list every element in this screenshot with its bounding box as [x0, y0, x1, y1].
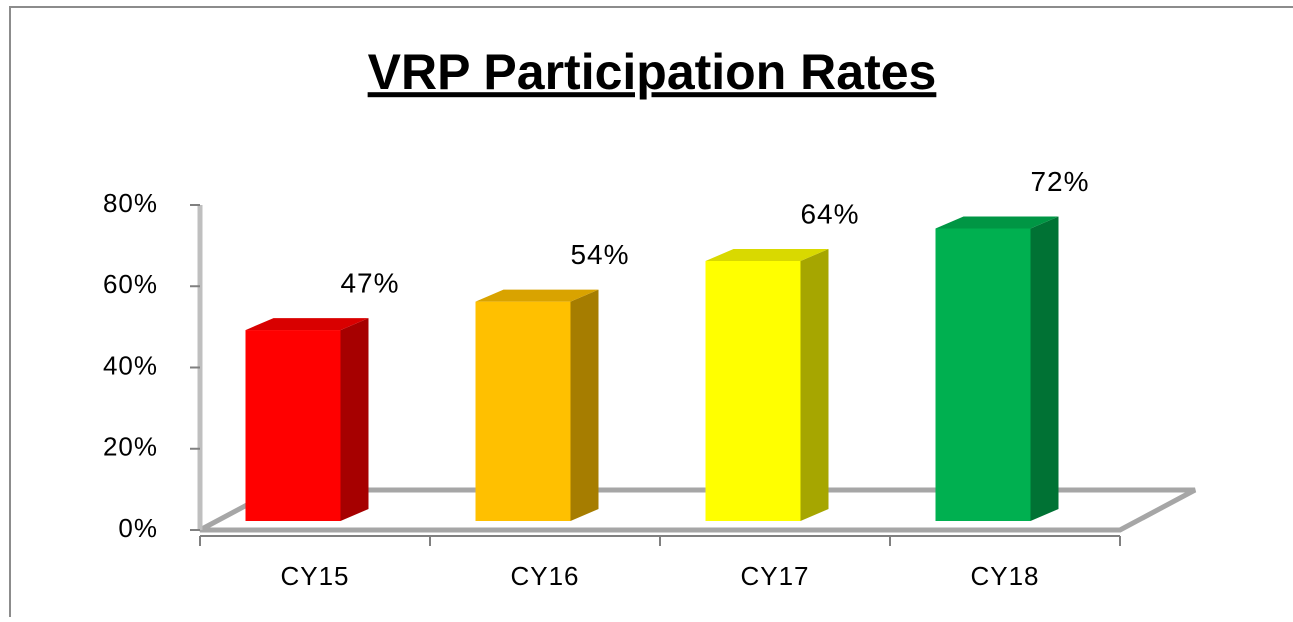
bar-side	[1030, 216, 1059, 521]
bar	[245, 330, 341, 521]
chart-frame	[9, 6, 1293, 622]
bar	[705, 261, 801, 521]
bar-side	[340, 318, 369, 521]
y-tick-label: 40%	[103, 350, 158, 380]
value-label: 64%	[800, 198, 859, 229]
x-tick-label: CY16	[510, 561, 579, 591]
bar-top	[705, 249, 829, 261]
bar-side	[570, 289, 599, 521]
bar	[475, 301, 571, 521]
chart-title: VRP Participation Rates	[368, 44, 937, 100]
bar-top	[245, 318, 369, 331]
y-tick-label: 60%	[103, 269, 158, 299]
value-label: 72%	[1030, 166, 1089, 197]
value-label: 47%	[340, 267, 399, 298]
value-label: 54%	[570, 239, 629, 270]
x-tick-label: CY17	[740, 561, 809, 591]
bar-top	[935, 216, 1059, 229]
bar	[935, 228, 1031, 521]
bar-side	[800, 249, 829, 521]
y-tick-label: 20%	[103, 432, 158, 462]
bar-top	[475, 289, 599, 302]
x-tick-label: CY15	[280, 561, 349, 591]
x-tick-label: CY18	[970, 561, 1039, 591]
y-tick-label: 0%	[118, 513, 158, 543]
y-tick-label: 80%	[103, 188, 158, 218]
